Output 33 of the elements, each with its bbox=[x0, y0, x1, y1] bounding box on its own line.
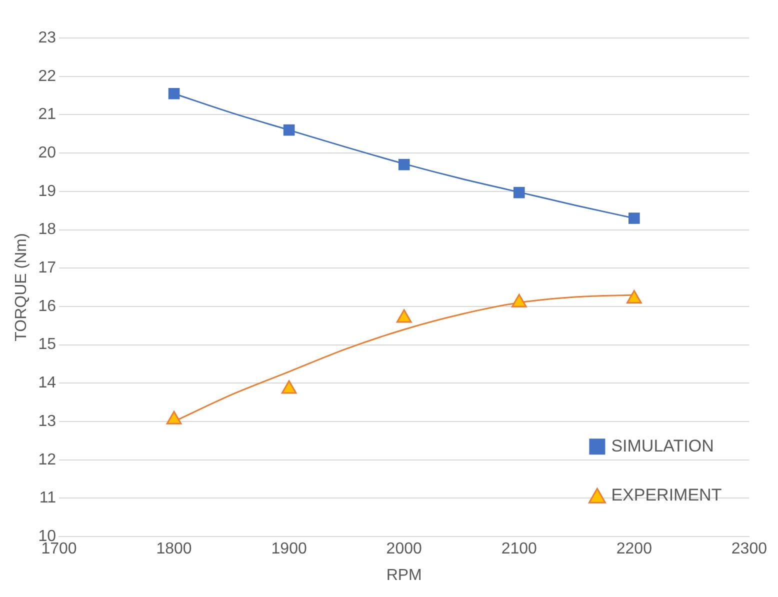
x-tick-label: 1800 bbox=[156, 540, 192, 558]
legend-label: SIMULATION bbox=[611, 436, 714, 456]
point bbox=[396, 309, 412, 323]
point bbox=[513, 186, 525, 198]
x-tick-label: 2000 bbox=[386, 540, 422, 558]
y-tick-label: 21 bbox=[38, 106, 56, 124]
point bbox=[283, 124, 295, 136]
point bbox=[628, 212, 640, 224]
legend-label: EXPERIMENT bbox=[611, 485, 722, 504]
y-tick-label: 16 bbox=[38, 298, 56, 315]
x-tick-label: 2200 bbox=[616, 540, 652, 558]
x-tick-label: 2100 bbox=[501, 540, 538, 558]
point bbox=[511, 294, 527, 308]
y-tick-label: 13 bbox=[38, 412, 56, 430]
y-tick-label: 18 bbox=[38, 221, 56, 238]
y-tick-label: 22 bbox=[38, 68, 56, 85]
x-tick-label: 1900 bbox=[271, 540, 307, 558]
x-tick-label: 2300 bbox=[731, 540, 768, 558]
y-tick-label: 19 bbox=[38, 182, 56, 200]
y-tick-label: 15 bbox=[38, 336, 56, 354]
point bbox=[166, 410, 182, 424]
y-tick-label: 23 bbox=[38, 29, 56, 46]
y-tick-label: 17 bbox=[38, 260, 56, 277]
y-axis-title: TORQUE (Nm) bbox=[13, 233, 30, 342]
point bbox=[168, 88, 180, 100]
point bbox=[281, 380, 297, 394]
point bbox=[398, 158, 410, 170]
y-tick-label: 14 bbox=[38, 374, 56, 392]
point bbox=[626, 290, 642, 304]
y-tick-label: 11 bbox=[39, 490, 56, 507]
y-tick-label: 20 bbox=[38, 144, 56, 162]
x-axis-title: RPM bbox=[386, 566, 422, 584]
y-tick-label: 12 bbox=[38, 451, 56, 468]
